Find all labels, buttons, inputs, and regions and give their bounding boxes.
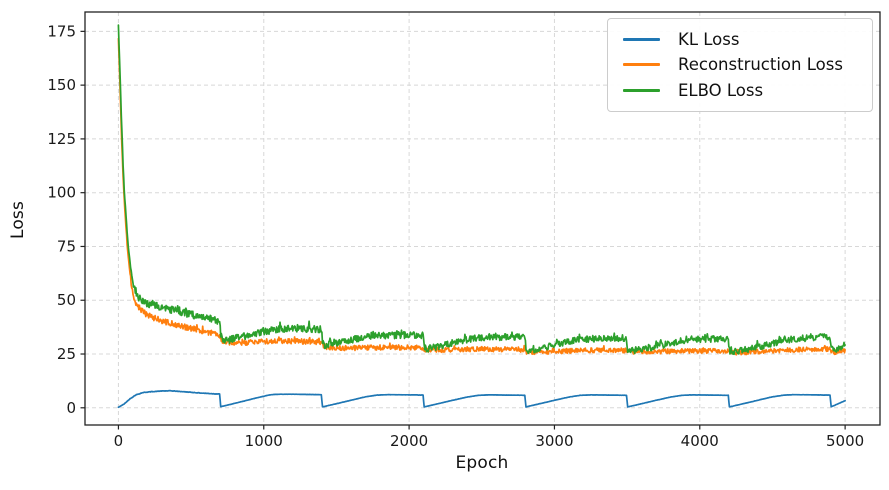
x-tick-label: 2000 <box>390 432 428 450</box>
y-tick-label: 75 <box>57 237 76 255</box>
reconstruction-loss-line <box>117 37 846 356</box>
reconstruction-loss-line-swatch <box>623 63 660 67</box>
y-tick-label: 25 <box>57 345 76 363</box>
kl-loss-line <box>117 389 846 409</box>
grid-layer <box>85 12 880 425</box>
kl-loss-line-swatch <box>623 38 660 42</box>
series-layer <box>117 24 846 409</box>
legend-item-reconstruction-loss: Reconstruction Loss <box>618 52 862 77</box>
y-axis-label: Loss <box>8 200 28 240</box>
elbo-loss-line <box>117 24 846 356</box>
x-tick-label: 3000 <box>535 432 573 450</box>
x-tick-label: 1000 <box>245 432 283 450</box>
y-tick-label: 100 <box>47 184 76 202</box>
legend-item-elbo-loss: ELBO Loss <box>618 78 862 103</box>
x-tick-label: 4000 <box>681 432 719 450</box>
elbo-loss-line-swatch <box>623 88 660 92</box>
legend-label: KL Loss <box>678 30 740 50</box>
x-tick-label: 0 <box>114 432 124 450</box>
y-tick-label: 50 <box>57 291 76 309</box>
legend-item-kl-loss: KL Loss <box>618 27 862 52</box>
x-tick-label: 5000 <box>826 432 864 450</box>
y-tick-label: 0 <box>66 399 76 417</box>
x-axis-label: Epoch <box>455 453 509 473</box>
legend: KL Loss Reconstruction Loss ELBO Loss <box>607 18 873 112</box>
y-tick-label: 150 <box>47 76 76 94</box>
legend-label: Reconstruction Loss <box>678 55 843 75</box>
legend-label: ELBO Loss <box>678 80 764 100</box>
tick-label-layer: 0 1000 2000 3000 4000 5000 0 25 50 75 100 125 150 175 <box>47 22 864 450</box>
axes-layer <box>80 11 881 430</box>
y-tick-label: 175 <box>47 22 76 40</box>
y-tick-label: 125 <box>47 130 76 148</box>
